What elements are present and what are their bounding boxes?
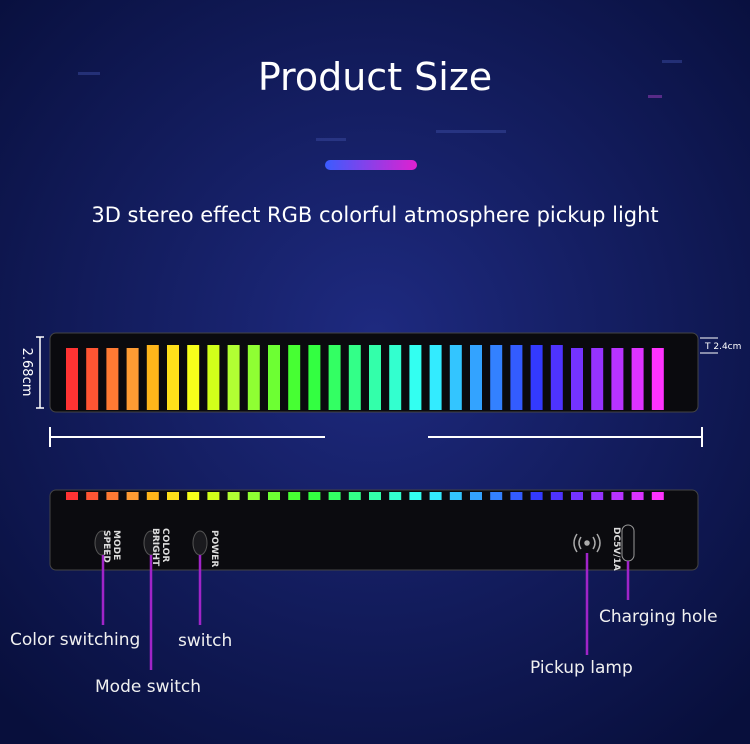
light-bar — [268, 345, 280, 410]
pickup-icon — [573, 533, 601, 553]
light-bar — [631, 348, 644, 410]
light-bar — [550, 345, 563, 410]
light-bar — [308, 492, 321, 500]
callout-label: Color switching — [10, 630, 140, 650]
thickness-dimension — [700, 337, 718, 354]
light-bar — [288, 345, 301, 410]
light-bar — [611, 492, 624, 500]
light-bar — [126, 348, 139, 410]
light-bar — [409, 492, 422, 500]
light-bar — [429, 345, 442, 410]
title-underline — [325, 160, 417, 170]
light-bar — [651, 348, 664, 410]
light-bar — [651, 492, 664, 500]
light-bar — [550, 492, 563, 500]
thickness-label: T 2.4cm — [704, 342, 741, 352]
light-bar — [449, 345, 462, 410]
button-label: MODESPEED — [101, 530, 121, 563]
light-bar — [187, 492, 200, 500]
light-bar — [510, 492, 523, 500]
light-bar — [187, 345, 200, 410]
light-bar — [449, 492, 462, 500]
light-bar — [591, 348, 604, 410]
title: Product Size — [258, 55, 492, 99]
light-bar — [106, 492, 119, 500]
light-bar — [611, 348, 624, 410]
light-bar — [106, 348, 119, 410]
light-bar — [288, 492, 301, 500]
light-bar — [490, 492, 503, 500]
light-bar — [348, 345, 361, 410]
port-label: DC5V/1A — [611, 527, 621, 571]
light-bar — [470, 345, 482, 410]
light-bar — [167, 492, 179, 500]
light-bar — [308, 345, 321, 410]
decor-streaks — [78, 60, 682, 141]
light-bar — [207, 492, 220, 500]
button-label: COLORBRIGHT — [150, 528, 170, 567]
button-label: POWER — [209, 530, 219, 567]
light-bar — [247, 492, 260, 500]
light-strip — [66, 492, 664, 500]
light-bar — [167, 345, 179, 410]
light-bar — [86, 492, 99, 500]
light-bar — [429, 492, 442, 500]
light-bar — [571, 348, 583, 410]
light-bar — [328, 492, 341, 500]
light-bar — [530, 345, 543, 410]
light-bar — [369, 345, 381, 410]
light-bar — [227, 492, 240, 500]
light-bar — [348, 492, 361, 500]
light-bar — [328, 345, 341, 410]
light-bar — [227, 345, 240, 410]
light-bar — [470, 492, 482, 500]
light-bar — [490, 345, 503, 410]
light-bar — [631, 492, 644, 500]
light-bar — [571, 492, 583, 500]
light-bar — [530, 492, 543, 500]
light-bar — [86, 348, 99, 410]
light-bar — [66, 348, 78, 410]
light-bar — [146, 345, 159, 410]
light-bar — [126, 492, 139, 500]
light-bar — [510, 345, 523, 410]
light-bar — [389, 492, 402, 500]
callout-label: Mode switch — [95, 677, 201, 697]
light-bar — [369, 492, 381, 500]
callout-label: Charging hole — [599, 607, 718, 627]
light-bar — [66, 492, 78, 500]
light-bar — [591, 492, 604, 500]
light-bar — [268, 492, 280, 500]
callout-label: switch — [178, 631, 232, 651]
height-dimension — [36, 336, 44, 409]
subtitle: 3D stereo effect RGB colorful atmosphere… — [91, 203, 658, 227]
light-bar — [389, 345, 402, 410]
height-label: 2.68cm — [19, 348, 34, 397]
device-back — [49, 489, 699, 571]
light-bars — [66, 345, 664, 410]
light-bar — [409, 345, 422, 410]
light-bar — [146, 492, 159, 500]
width-dimension — [49, 427, 703, 447]
light-bar — [207, 345, 220, 410]
callout-label: Pickup lamp — [530, 658, 633, 678]
callout-lines — [101, 553, 630, 670]
light-bar — [247, 345, 260, 410]
